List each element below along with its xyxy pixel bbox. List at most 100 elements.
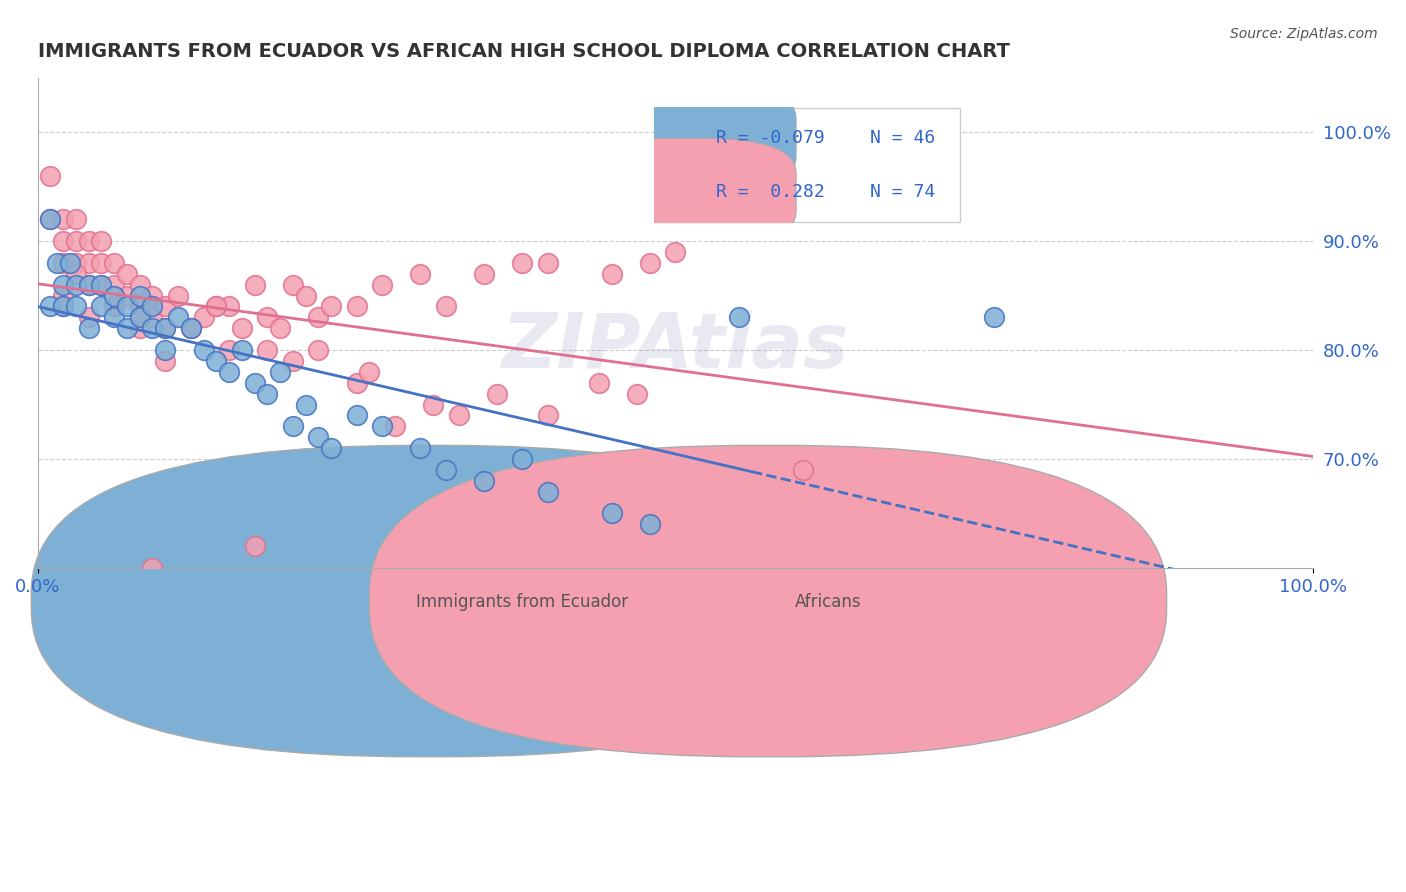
Text: Africans: Africans [796, 593, 862, 611]
Point [52, 288, 75, 302]
Point [218, 343, 240, 357]
Point [371, 277, 394, 292]
Point [52, 212, 75, 227]
FancyBboxPatch shape [31, 445, 828, 756]
FancyBboxPatch shape [370, 445, 1167, 756]
FancyBboxPatch shape [571, 84, 796, 192]
Point [115, 321, 138, 335]
Point [52, 256, 75, 270]
Point [231, 321, 253, 335]
Point [664, 244, 686, 259]
Point [512, 256, 534, 270]
Point [77, 321, 100, 335]
Point [180, 321, 202, 335]
Point [52, 300, 75, 314]
Point [90, 234, 112, 248]
Text: Source: ZipAtlas.com: Source: ZipAtlas.com [1230, 27, 1378, 41]
Point [128, 310, 150, 325]
Point [115, 267, 138, 281]
Point [39, 212, 62, 227]
Point [52, 277, 75, 292]
Point [141, 310, 163, 325]
Text: Immigrants from Ecuador: Immigrants from Ecuador [416, 593, 628, 611]
Point [346, 409, 368, 423]
Point [128, 288, 150, 302]
Point [65, 212, 87, 227]
Point [307, 430, 329, 444]
FancyBboxPatch shape [571, 138, 796, 246]
Point [422, 397, 444, 411]
Point [600, 507, 623, 521]
Text: N = 74: N = 74 [870, 183, 935, 201]
Point [141, 561, 163, 575]
Text: ZIPAtlas: ZIPAtlas [502, 310, 849, 384]
Point [128, 300, 150, 314]
Point [39, 212, 62, 227]
Point [307, 310, 329, 325]
Point [77, 277, 100, 292]
Point [90, 256, 112, 270]
Point [155, 343, 177, 357]
Point [384, 419, 406, 434]
Point [128, 321, 150, 335]
Point [281, 354, 304, 368]
Point [167, 288, 190, 302]
Text: IMMIGRANTS FROM ECUADOR VS AFRICAN HIGH SCHOOL DIPLOMA CORRELATION CHART: IMMIGRANTS FROM ECUADOR VS AFRICAN HIGH … [38, 42, 1010, 61]
Point [103, 300, 125, 314]
Point [218, 300, 240, 314]
Point [103, 300, 125, 314]
Point [537, 256, 560, 270]
Point [409, 441, 432, 455]
Point [141, 321, 163, 335]
Point [434, 300, 457, 314]
Point [180, 321, 202, 335]
Text: N = 46: N = 46 [870, 129, 935, 147]
Point [65, 234, 87, 248]
Point [167, 310, 190, 325]
Point [39, 169, 62, 183]
Point [193, 310, 215, 325]
Point [243, 277, 266, 292]
Point [256, 386, 278, 401]
Point [52, 300, 75, 314]
Text: R =  0.282: R = 0.282 [716, 183, 824, 201]
Text: R = -0.079: R = -0.079 [716, 129, 824, 147]
Point [77, 234, 100, 248]
Point [77, 277, 100, 292]
Point [638, 256, 661, 270]
Point [141, 288, 163, 302]
Point [434, 463, 457, 477]
Point [600, 267, 623, 281]
Point [45, 256, 67, 270]
Point [269, 321, 291, 335]
Point [319, 300, 342, 314]
Point [256, 310, 278, 325]
Point [485, 386, 508, 401]
Point [65, 277, 87, 292]
Point [409, 267, 432, 281]
Point [103, 256, 125, 270]
Point [65, 267, 87, 281]
Point [128, 310, 150, 325]
Point [115, 288, 138, 302]
Point [319, 441, 342, 455]
Point [307, 343, 329, 357]
Point [155, 354, 177, 368]
Point [243, 539, 266, 553]
Point [77, 256, 100, 270]
Point [205, 354, 228, 368]
Point [346, 300, 368, 314]
Point [155, 321, 177, 335]
Point [90, 277, 112, 292]
Point [359, 365, 381, 379]
Point [472, 474, 495, 488]
Point [447, 409, 470, 423]
Point [180, 321, 202, 335]
Point [626, 386, 648, 401]
Point [155, 300, 177, 314]
Point [792, 463, 814, 477]
Point [103, 277, 125, 292]
Point [115, 300, 138, 314]
Point [243, 376, 266, 390]
Point [65, 256, 87, 270]
